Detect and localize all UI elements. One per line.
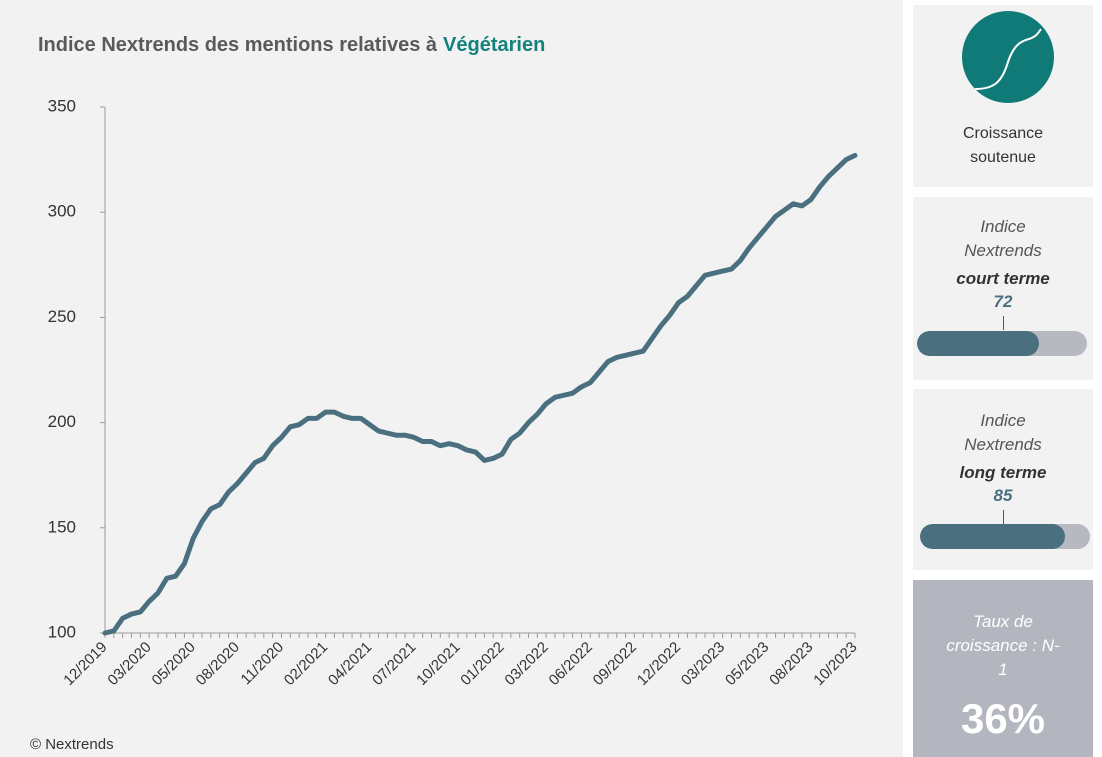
growth-panel: Taux de croissance : N-1 36% [913,580,1093,757]
short-term-label: Indice Nextrends [964,217,1042,260]
short-term-value: 72 [993,292,1013,311]
y-tick-label: 250 [48,307,76,326]
short-term-fill [917,331,1040,356]
long-term-label: Indice Nextrends [964,411,1042,454]
source: © Nextrends [30,736,114,753]
long-term-panel: Indice Nextrends long terme 85 [913,389,1093,570]
growth-value: 36% [960,695,1046,742]
chart: Indice Nextrends des mentions relatives … [0,0,903,757]
chart-title: Indice Nextrends des mentions relatives … [38,34,545,56]
long-term-gauge [920,524,1090,549]
line [102,152,858,636]
y-tick-label: 150 [48,517,76,536]
long-term-stem [1003,510,1004,524]
short-term-term: court terme [956,269,1050,288]
trend-panel: Croissance soutenue [913,5,1093,187]
y-tick-label: 100 [48,622,76,641]
growth-label: Taux de croissance : N-1 [946,612,1060,679]
title-text: Indice Nextrends des mentions relatives … [38,34,438,56]
long-term-value: 85 [993,486,1013,505]
long-term-term: long terme [959,463,1047,482]
trend-label: Croissance soutenue [962,125,1044,166]
y-tick-label: 350 [48,96,76,115]
short-term-gauge [917,331,1087,356]
title-highlight: Végétarien [443,34,545,56]
long-term-fill [920,524,1065,549]
short-term-stem [1003,316,1004,330]
y-tick-label: 200 [48,412,76,431]
chart-background [0,0,903,757]
y-tick-label: 300 [48,202,76,221]
short-term-panel: Indice Nextrends court terme 72 [913,197,1093,380]
trend-icon [962,11,1054,103]
